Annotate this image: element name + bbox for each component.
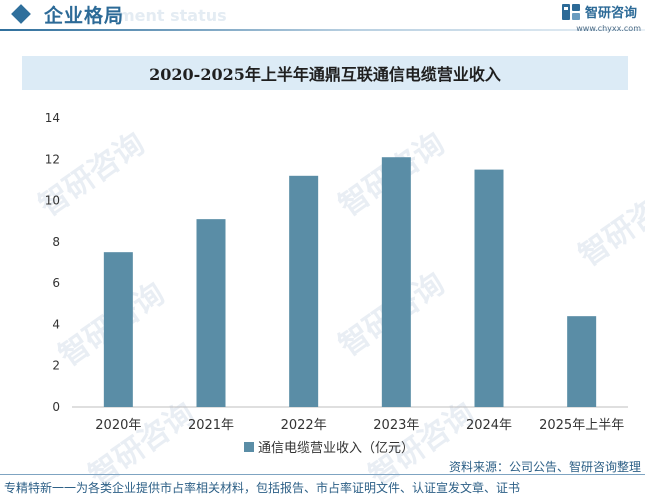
x-tick-label: 2020年 <box>95 418 141 433</box>
source-note: 资料来源：公司公告、智研咨询整理 <box>448 460 641 474</box>
bar <box>381 157 411 407</box>
header-divider <box>0 29 645 31</box>
x-tick-label: 2021年 <box>188 418 234 433</box>
y-tick-label: 4 <box>52 317 60 331</box>
bar <box>103 252 133 407</box>
legend-swatch <box>244 441 254 452</box>
bar <box>289 175 319 407</box>
x-tick-label: 2025年上半年 <box>539 418 624 433</box>
x-tick-label: 2023年 <box>373 418 419 433</box>
bar <box>567 316 597 407</box>
footer-divider <box>0 474 645 475</box>
y-tick-label: 0 <box>52 400 60 414</box>
y-tick-label: 2 <box>52 359 60 373</box>
y-tick-label: 10 <box>45 194 60 208</box>
y-tick-label: 8 <box>52 235 60 249</box>
x-tick-label: 2022年 <box>281 418 327 433</box>
y-tick-label: 6 <box>52 276 60 290</box>
y-tick-label: 12 <box>45 152 60 166</box>
brand-url: www.chyxx.com <box>576 24 641 33</box>
brand-name: 智研咨询 <box>585 6 638 21</box>
chart-title-bar: 2020-2025年上半年通鼎互联通信电缆营业收入 <box>22 56 628 90</box>
bar <box>196 219 226 407</box>
x-tick-label: 2024年 <box>466 418 512 433</box>
chart-title: 2020-2025年上半年通鼎互联通信电缆营业收入 <box>149 65 501 84</box>
legend-label: 通信电缆营业收入（亿元） <box>258 441 415 456</box>
section-header: ment status 企业格局 <box>0 0 645 34</box>
brand-logo-icon <box>562 4 580 20</box>
bar <box>474 169 504 407</box>
chart-legend: 通信电缆营业收入（亿元） <box>244 437 414 456</box>
section-title: 企业格局 <box>44 5 125 27</box>
section-subtitle: ment status <box>118 6 227 25</box>
footer-text: 专精特新一一为各类企业提供市占率相关材料，包括报告、市占率证明文件、认证宣发文章… <box>4 481 521 495</box>
y-tick-label: 14 <box>45 111 60 125</box>
